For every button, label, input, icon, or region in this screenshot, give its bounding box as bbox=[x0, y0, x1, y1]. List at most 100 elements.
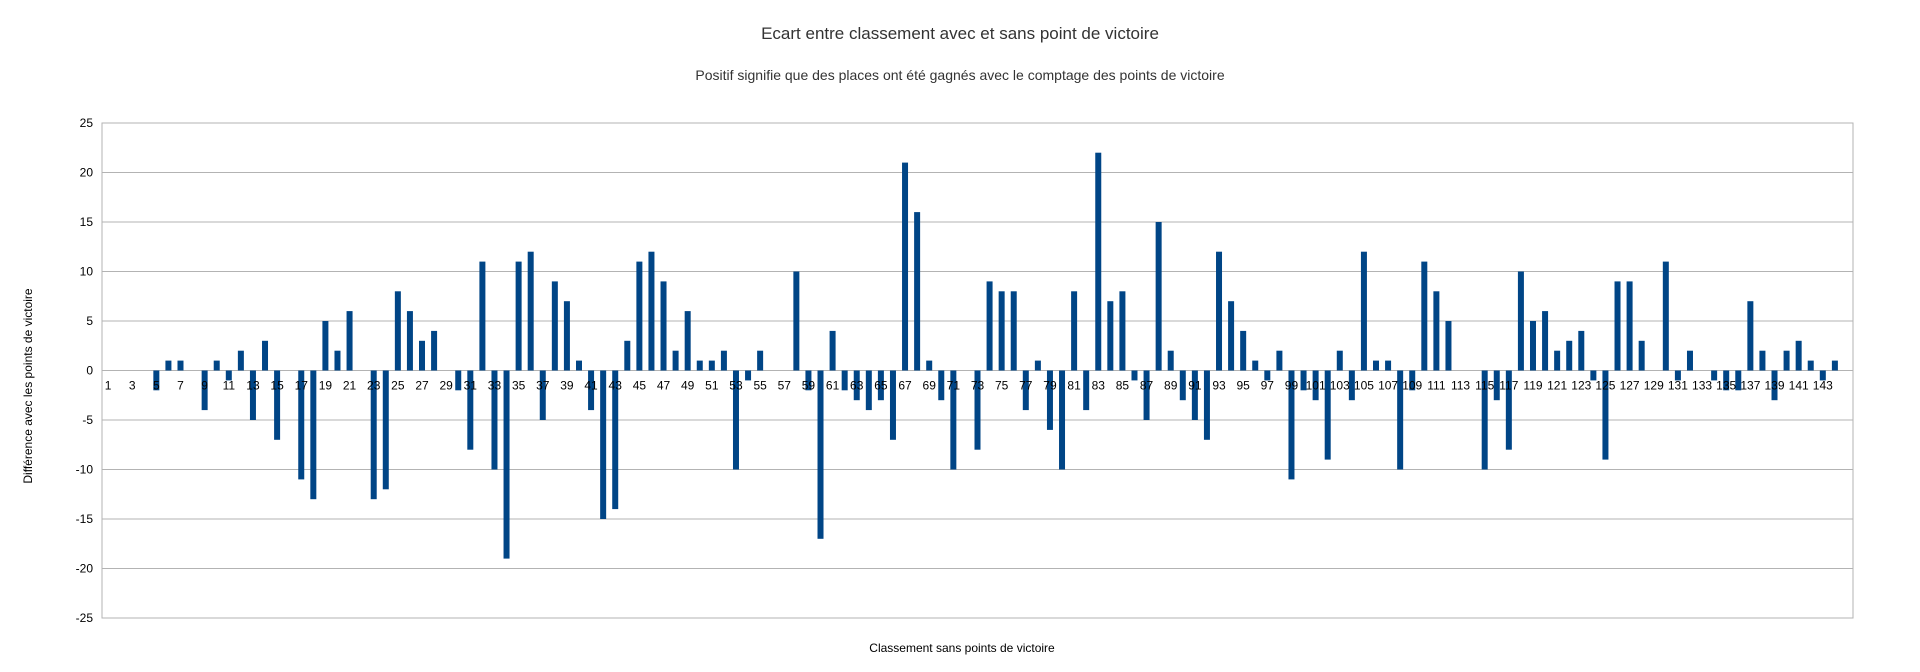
x-tick-label: 75 bbox=[995, 379, 1009, 393]
bar bbox=[624, 340, 631, 371]
y-tick-label: -10 bbox=[76, 463, 94, 477]
x-tick-label: 55 bbox=[753, 379, 767, 393]
y-axis-ticks: 25 20 15 10 5 0 -5 -10 -15 -20 -25 bbox=[76, 116, 94, 625]
x-tick-label: 81 bbox=[1067, 379, 1081, 393]
bar bbox=[1203, 370, 1210, 440]
bar bbox=[1831, 360, 1838, 371]
bar bbox=[1614, 281, 1621, 371]
x-tick-label: 107 bbox=[1378, 379, 1398, 393]
bar bbox=[1759, 350, 1766, 371]
bar bbox=[1819, 370, 1826, 381]
chart-subtitle: Positif signifie que des places ont été … bbox=[695, 67, 1224, 83]
y-tick-label: -15 bbox=[76, 512, 94, 526]
x-tick-label: 11 bbox=[223, 379, 236, 393]
bars bbox=[153, 152, 1838, 559]
x-tick-label: 59 bbox=[802, 379, 816, 393]
x-tick-label: 139 bbox=[1764, 379, 1784, 393]
bar bbox=[588, 370, 595, 411]
bar bbox=[382, 370, 389, 490]
bar bbox=[1167, 350, 1174, 371]
bar bbox=[1264, 370, 1271, 381]
x-tick-label: 9 bbox=[201, 379, 208, 393]
bar bbox=[1807, 360, 1814, 371]
bar bbox=[817, 370, 824, 539]
bar bbox=[322, 321, 329, 371]
x-tick-label: 109 bbox=[1402, 379, 1422, 393]
chart-title: Ecart entre classement avec et sans poin… bbox=[761, 24, 1159, 43]
y-tick-label: 5 bbox=[86, 314, 93, 328]
x-tick-label: 95 bbox=[1236, 379, 1250, 393]
bar bbox=[1542, 311, 1549, 371]
bar bbox=[1578, 330, 1585, 371]
bar bbox=[370, 370, 377, 500]
x-tick-label: 31 bbox=[464, 379, 478, 393]
x-tick-label: 61 bbox=[826, 379, 840, 393]
x-tick-label: 87 bbox=[1140, 379, 1154, 393]
x-tick-label: 33 bbox=[488, 379, 502, 393]
y-tick-label: 10 bbox=[80, 265, 94, 279]
bar bbox=[1046, 370, 1053, 430]
bar bbox=[455, 370, 462, 391]
bar bbox=[201, 370, 208, 411]
x-tick-label: 25 bbox=[391, 379, 405, 393]
x-tick-label: 15 bbox=[270, 379, 284, 393]
bar bbox=[394, 291, 401, 371]
bar bbox=[249, 370, 256, 420]
bar bbox=[672, 350, 679, 371]
x-tick-label: 51 bbox=[705, 379, 719, 393]
bar bbox=[1107, 301, 1114, 371]
x-tick-label: 85 bbox=[1116, 379, 1130, 393]
bar bbox=[612, 370, 619, 510]
x-tick-label: 93 bbox=[1212, 379, 1226, 393]
bar bbox=[177, 360, 184, 371]
bar bbox=[660, 281, 667, 371]
bar bbox=[829, 330, 836, 371]
x-tick-label: 13 bbox=[246, 379, 260, 393]
bar bbox=[1216, 251, 1223, 371]
bar bbox=[636, 261, 643, 371]
bar bbox=[576, 360, 582, 371]
bar bbox=[1034, 360, 1041, 371]
bar bbox=[213, 360, 220, 371]
bar bbox=[539, 370, 546, 420]
x-tick-label: 71 bbox=[947, 379, 961, 393]
bar bbox=[1602, 370, 1609, 460]
bar bbox=[1252, 360, 1259, 371]
x-tick-label: 89 bbox=[1164, 379, 1178, 393]
bar bbox=[431, 330, 438, 371]
bar bbox=[1566, 340, 1573, 371]
x-tick-label: 57 bbox=[778, 379, 792, 393]
bar bbox=[1638, 340, 1645, 371]
bar bbox=[805, 370, 812, 391]
bar bbox=[1795, 340, 1802, 371]
x-tick-label: 129 bbox=[1644, 379, 1664, 393]
bar bbox=[503, 370, 510, 559]
x-tick-label: 3 bbox=[129, 379, 136, 393]
bar bbox=[1360, 251, 1367, 371]
bar bbox=[708, 360, 715, 371]
bar bbox=[1348, 370, 1355, 401]
bar bbox=[419, 340, 426, 371]
x-tick-label: 119 bbox=[1523, 379, 1542, 393]
x-tick-label: 83 bbox=[1092, 379, 1106, 393]
bar bbox=[1445, 321, 1452, 371]
x-tick-label: 47 bbox=[657, 379, 671, 393]
bar bbox=[1481, 370, 1488, 470]
bar bbox=[926, 360, 933, 371]
x-tick-label: 41 bbox=[584, 379, 598, 393]
bar bbox=[696, 360, 703, 371]
x-tick-label: 29 bbox=[439, 379, 453, 393]
bar bbox=[1554, 350, 1561, 371]
x-tick-label: 137 bbox=[1740, 379, 1760, 393]
bar bbox=[346, 311, 353, 371]
bar bbox=[1626, 281, 1633, 371]
y-tick-label: 15 bbox=[80, 215, 94, 229]
bar bbox=[153, 370, 160, 391]
bar bbox=[1711, 370, 1718, 381]
x-tick-label: 125 bbox=[1595, 379, 1615, 393]
x-tick-label: 99 bbox=[1285, 379, 1299, 393]
bar bbox=[1022, 370, 1029, 411]
bar bbox=[262, 340, 269, 371]
x-tick-label: 105 bbox=[1354, 379, 1374, 393]
